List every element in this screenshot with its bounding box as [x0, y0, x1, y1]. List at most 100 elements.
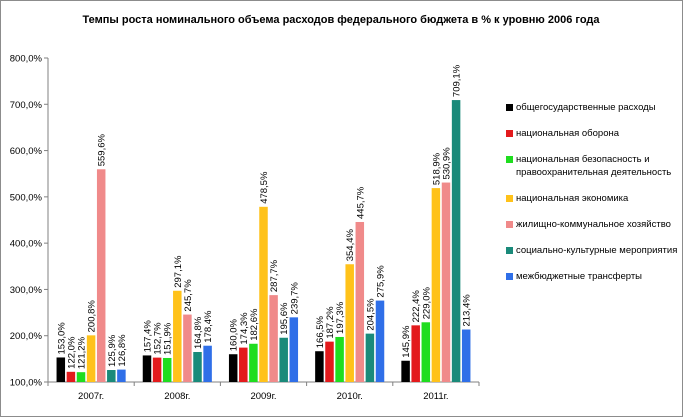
data-label: 200,8% [87, 300, 98, 333]
bar [335, 336, 344, 382]
data-label: 157,4% [143, 320, 154, 353]
data-label: 126,8% [117, 334, 128, 367]
legend-item: общегосударственные расходы [506, 101, 681, 127]
bar [289, 317, 299, 382]
data-label: 445,7% [355, 186, 366, 219]
y-tick-label: 800,0% [10, 54, 43, 65]
legend-item: жилищно-коммунальное хозяйство [506, 218, 681, 244]
data-label: 152,7% [153, 322, 164, 355]
data-label: 121,2% [77, 336, 88, 369]
bar [431, 188, 441, 382]
bar [411, 325, 420, 382]
bar [401, 360, 410, 382]
bar [96, 169, 106, 382]
data-label: 178,4% [203, 310, 214, 343]
bar [355, 221, 365, 382]
data-label: 160,0% [229, 318, 240, 351]
bar [451, 100, 461, 382]
bar [117, 369, 126, 382]
data-label: 245,7% [183, 279, 194, 312]
bar [228, 354, 238, 382]
bar [56, 357, 66, 382]
y-tick-label: 500,0% [10, 192, 43, 203]
x-tick-label: 2007г. [78, 391, 104, 402]
legend-item: национальная экономика [506, 192, 681, 218]
legend-label: национальная экономика [516, 193, 629, 204]
legend-swatch [506, 247, 513, 254]
data-label: 197,3% [335, 301, 346, 334]
data-label: 195,6% [279, 302, 290, 335]
data-label: 166,5% [315, 315, 326, 348]
data-label: 287,7% [269, 259, 280, 292]
y-tick-label: 700,0% [10, 100, 43, 111]
legend-label: социально-культурные мероприятия [516, 245, 678, 256]
legend-swatch [506, 156, 513, 163]
bar [66, 371, 76, 382]
data-label: 213,4% [462, 294, 473, 327]
data-labels: 153,0% 122,0% 121,2% 200,8% 559,6% 125,9% 126,… [56, 64, 472, 369]
x-tick-label: 2008г. [164, 391, 190, 402]
legend-swatch [506, 221, 513, 228]
bar [421, 322, 431, 382]
data-label: 174,3% [239, 312, 250, 345]
bar [279, 337, 288, 382]
bar [365, 333, 375, 382]
legend-swatch [506, 273, 513, 280]
bar [269, 295, 278, 382]
data-label: 187,2% [325, 306, 336, 339]
y-tick-label: 100,0% [10, 378, 43, 389]
legend-item: национальная безопасность и правоохранит… [506, 153, 681, 192]
y-tick-label: 200,0% [10, 331, 43, 342]
data-label: 297,1% [173, 255, 184, 288]
bar [162, 357, 172, 382]
bar [203, 345, 212, 382]
bar [345, 264, 354, 382]
legend: общегосударственные расходы национальная … [506, 101, 681, 296]
data-label: 151,9% [163, 322, 174, 355]
bar [315, 351, 324, 382]
data-label: 222,4% [411, 290, 422, 323]
bar [325, 341, 334, 382]
legend-swatch [506, 195, 513, 202]
bar [375, 300, 385, 382]
bar [441, 182, 451, 382]
data-label: 518,9% [431, 152, 442, 185]
y-tick-label: 400,0% [10, 239, 43, 250]
legend-label: национальная оборона [516, 128, 620, 139]
bar [173, 290, 182, 382]
data-label: 530,9% [442, 147, 453, 180]
bar [107, 370, 116, 382]
data-label: 709,1% [452, 64, 463, 97]
data-label: 204,5% [365, 298, 376, 331]
legend-item: социально-культурные мероприятия [506, 244, 681, 270]
legend-label: общегосударственные расходы [516, 102, 656, 113]
data-label: 559,6% [97, 133, 108, 166]
data-label: 125,9% [107, 334, 118, 367]
data-label: 354,4% [345, 228, 356, 261]
bar [239, 347, 248, 382]
y-tick-label: 300,0% [10, 285, 43, 296]
legend-label: национальная безопасность и правоохранит… [516, 154, 672, 178]
legend-label: жилищно-коммунальное хозяйство [516, 219, 671, 230]
data-label: 145,9% [401, 325, 412, 358]
bar [76, 372, 86, 382]
legend-label: межбюджетные трансферты [516, 271, 643, 282]
bar [152, 357, 162, 382]
x-tick-label: 2011г. [423, 391, 448, 402]
bars [56, 100, 471, 382]
data-label: 478,5% [259, 171, 270, 204]
data-label: 153,0% [56, 322, 67, 355]
x-tick-label: 2010г. [337, 391, 363, 402]
bar [86, 335, 96, 382]
legend-swatch [506, 104, 513, 111]
bar [461, 329, 471, 382]
bar [249, 343, 258, 382]
bar [259, 206, 268, 382]
legend-item: национальная оборона [506, 127, 681, 153]
x-tick-label: 2009г. [250, 391, 276, 402]
data-label: 164,8% [193, 316, 204, 349]
data-label: 182,6% [249, 308, 260, 341]
legend-swatch [506, 130, 513, 137]
